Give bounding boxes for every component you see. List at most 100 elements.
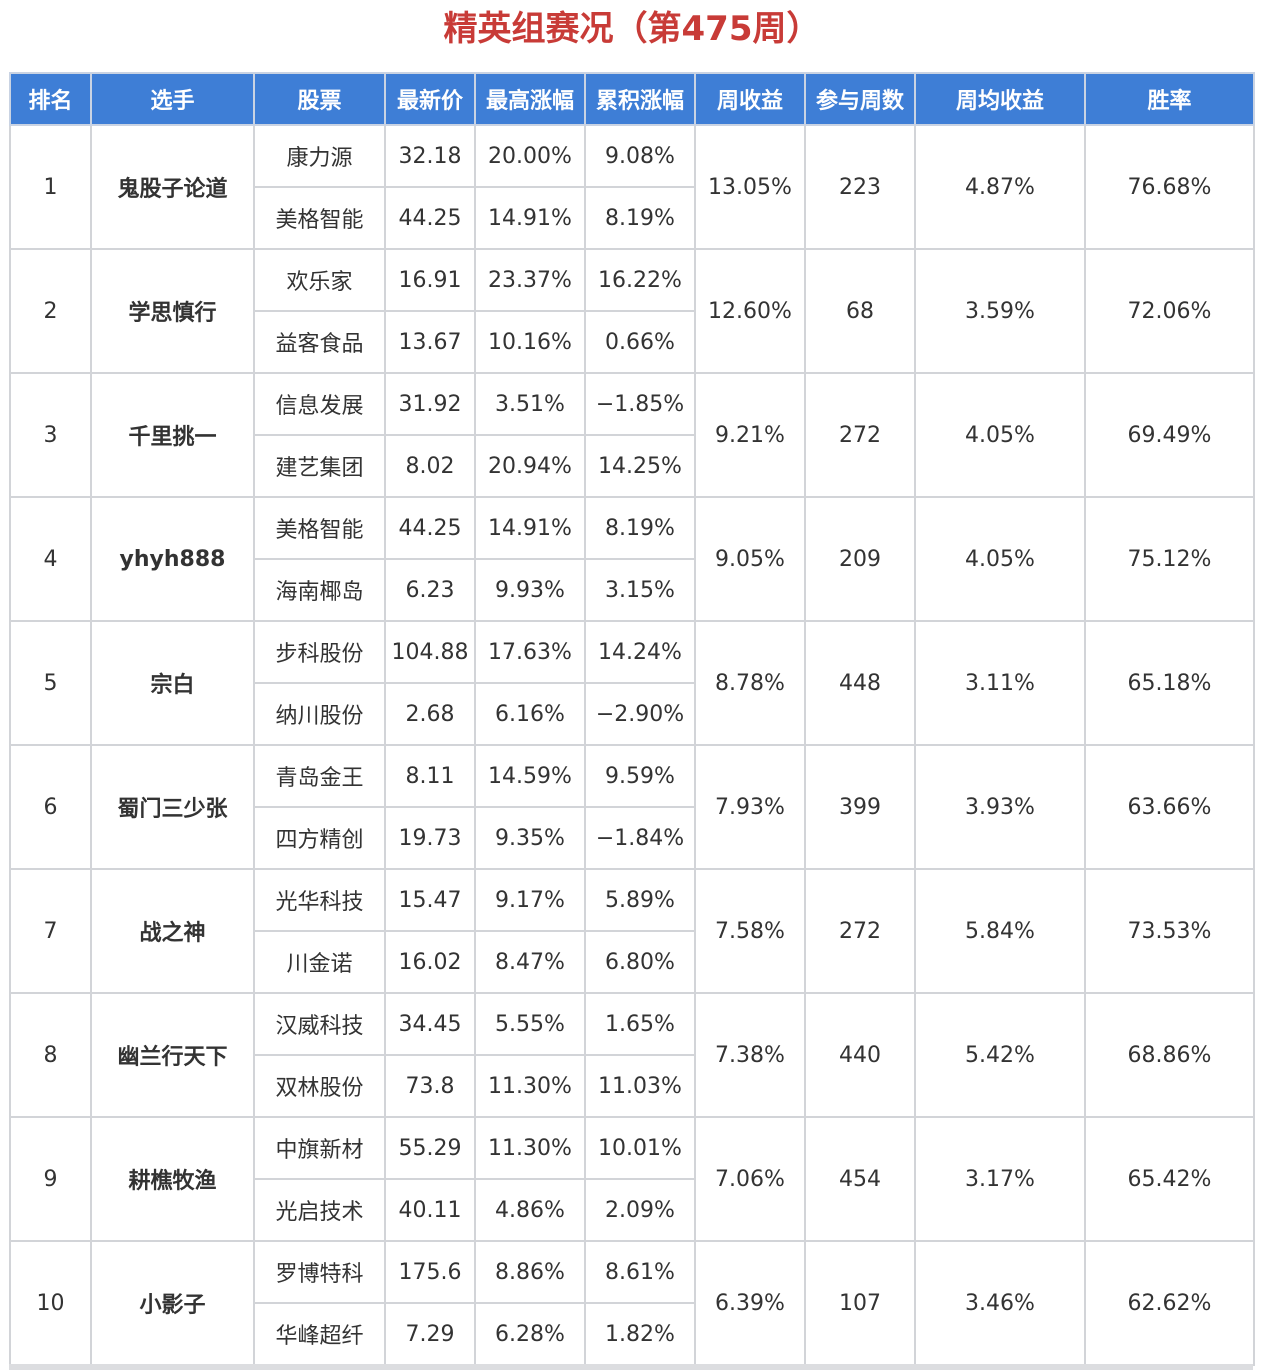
cum-gain-cell: 1.82% <box>584 1302 696 1366</box>
player-link[interactable]: 战之神 <box>90 868 255 994</box>
cum-gain-cell: 8.61% <box>584 1240 696 1304</box>
win-rate-cell: 65.18% <box>1084 620 1255 746</box>
stock-link[interactable]: 海南椰岛 <box>253 558 386 622</box>
table-row: 美格智能 44.25 14.91% 8.19% <box>10 186 1254 250</box>
rank-cell: 5 <box>9 620 92 746</box>
weekly-return-cell: 7.06% <box>694 1116 806 1242</box>
weeks-cell: 68 <box>804 248 916 374</box>
cum-gain-cell: 3.15% <box>584 558 696 622</box>
latest-price-cell: 40.11 <box>384 1178 476 1242</box>
latest-price-cell: 73.8 <box>384 1054 476 1118</box>
player-link[interactable]: 鬼股子论道 <box>90 124 255 250</box>
stock-link[interactable]: 建艺集团 <box>253 434 386 498</box>
stock-link[interactable]: 益客食品 <box>253 310 386 374</box>
header-max-gain: 最高涨幅 <box>474 72 586 126</box>
table-row: 5 宗白 步科股份 104.88 17.63% 14.24% 8.78% 448 3.11% 65… <box>9 620 1255 746</box>
header-weekly-return: 周收益 <box>694 72 806 126</box>
table-row: 益客食品 13.67 10.16% 0.66% <box>10 310 1254 374</box>
avg-return-cell: 3.46% <box>914 1240 1086 1366</box>
stock-link[interactable]: 步科股份 <box>253 620 386 684</box>
header-win-rate: 胜率 <box>1084 72 1255 126</box>
stock-link[interactable]: 中旗新材 <box>253 1116 386 1180</box>
weekly-return-cell: 12.60% <box>694 248 806 374</box>
rank-cell: 3 <box>9 372 92 498</box>
cum-gain-cell: 8.19% <box>584 496 696 560</box>
header-avg-return: 周均收益 <box>914 72 1086 126</box>
win-rate-cell: 76.68% <box>1084 124 1255 250</box>
stock-link[interactable]: 纳川股份 <box>253 682 386 746</box>
table-row: 建艺集团 8.02 20.94% 14.25% <box>10 434 1254 498</box>
stock-link[interactable]: 信息发展 <box>253 372 386 436</box>
weeks-cell: 272 <box>804 868 916 994</box>
page-title: 精英组赛况（第475周） <box>443 9 821 49</box>
cum-gain-cell: 10.01% <box>584 1116 696 1180</box>
player-link[interactable]: 千里挑一 <box>90 372 255 498</box>
latest-price-cell: 44.25 <box>384 186 476 250</box>
weekly-return-cell: 8.78% <box>694 620 806 746</box>
latest-price-cell: 31.92 <box>384 372 476 436</box>
latest-price-cell: 16.91 <box>384 248 476 312</box>
max-gain-cell: 9.35% <box>474 806 586 870</box>
avg-return-cell: 4.05% <box>914 372 1086 498</box>
rank-cell: 1 <box>9 124 92 250</box>
stock-link[interactable]: 双林股份 <box>253 1054 386 1118</box>
player-link[interactable]: 学思慎行 <box>90 248 255 374</box>
max-gain-cell: 14.91% <box>474 186 586 250</box>
table-row: 3 千里挑一 信息发展 31.92 3.51% −1.85% 9.21% 272 4.05% 69… <box>9 372 1255 498</box>
max-gain-cell: 20.94% <box>474 434 586 498</box>
stock-link[interactable]: 欢乐家 <box>253 248 386 312</box>
stock-link[interactable]: 四方精创 <box>253 806 386 870</box>
win-rate-cell: 72.06% <box>1084 248 1255 374</box>
player-link[interactable]: yhyh888 <box>90 496 255 622</box>
latest-price-cell: 104.88 <box>384 620 476 684</box>
table-row: 4 yhyh888 美格智能 44.25 14.91% 8.19% 9.05% 209 4.05… <box>9 496 1255 622</box>
weeks-cell: 272 <box>804 372 916 498</box>
latest-price-cell: 55.29 <box>384 1116 476 1180</box>
header-stock: 股票 <box>253 72 386 126</box>
player-link[interactable]: 幽兰行天下 <box>90 992 255 1118</box>
weeks-cell: 209 <box>804 496 916 622</box>
weekly-return-cell: 9.21% <box>694 372 806 498</box>
cum-gain-cell: 1.65% <box>584 992 696 1056</box>
stock-link[interactable]: 罗博特科 <box>253 1240 386 1304</box>
rank-cell: 6 <box>9 744 92 870</box>
stock-link[interactable]: 美格智能 <box>253 496 386 560</box>
stock-link[interactable]: 汉威科技 <box>253 992 386 1056</box>
avg-return-cell: 3.11% <box>914 620 1086 746</box>
stock-link[interactable]: 光启技术 <box>253 1178 386 1242</box>
table-bottom-divider <box>9 1364 1253 1370</box>
player-link[interactable]: 蜀门三少张 <box>90 744 255 870</box>
latest-price-cell: 16.02 <box>384 930 476 994</box>
weeks-cell: 440 <box>804 992 916 1118</box>
table-row: 9 耕樵牧渔 中旗新材 55.29 11.30% 10.01% 7.06% 454 3.17% 6… <box>9 1116 1255 1242</box>
table-row: 8 幽兰行天下 汉威科技 34.45 5.55% 1.65% 7.38% 440 5.42% 68… <box>9 992 1255 1118</box>
stock-link[interactable]: 华峰超纤 <box>253 1302 386 1366</box>
stock-link[interactable]: 青岛金王 <box>253 744 386 808</box>
table-row: 10 小影子 罗博特科 175.6 8.86% 8.61% 6.39% 107 3.46% 62.… <box>9 1240 1255 1366</box>
cum-gain-cell: 14.24% <box>584 620 696 684</box>
cum-gain-cell: 0.66% <box>584 310 696 374</box>
player-link[interactable]: 耕樵牧渔 <box>90 1116 255 1242</box>
table-row: 双林股份 73.8 11.30% 11.03% <box>10 1054 1254 1118</box>
win-rate-cell: 68.86% <box>1084 992 1255 1118</box>
stock-link[interactable]: 川金诺 <box>253 930 386 994</box>
rank-cell: 4 <box>9 496 92 622</box>
latest-price-cell: 2.68 <box>384 682 476 746</box>
table-row: 川金诺 16.02 8.47% 6.80% <box>10 930 1254 994</box>
avg-return-cell: 4.05% <box>914 496 1086 622</box>
stock-link[interactable]: 美格智能 <box>253 186 386 250</box>
latest-price-cell: 6.23 <box>384 558 476 622</box>
player-link[interactable]: 宗白 <box>90 620 255 746</box>
header-weeks: 参与周数 <box>804 72 916 126</box>
player-link[interactable]: 小影子 <box>90 1240 255 1366</box>
max-gain-cell: 11.30% <box>474 1054 586 1118</box>
weekly-return-cell: 7.93% <box>694 744 806 870</box>
avg-return-cell: 4.87% <box>914 124 1086 250</box>
cum-gain-cell: 9.59% <box>584 744 696 808</box>
stock-link[interactable]: 康力源 <box>253 124 386 188</box>
avg-return-cell: 3.59% <box>914 248 1086 374</box>
stock-link[interactable]: 光华科技 <box>253 868 386 932</box>
table-row: 海南椰岛 6.23 9.93% 3.15% <box>10 558 1254 622</box>
win-rate-cell: 62.62% <box>1084 1240 1255 1366</box>
table-row: 光启技术 40.11 4.86% 2.09% <box>10 1178 1254 1242</box>
